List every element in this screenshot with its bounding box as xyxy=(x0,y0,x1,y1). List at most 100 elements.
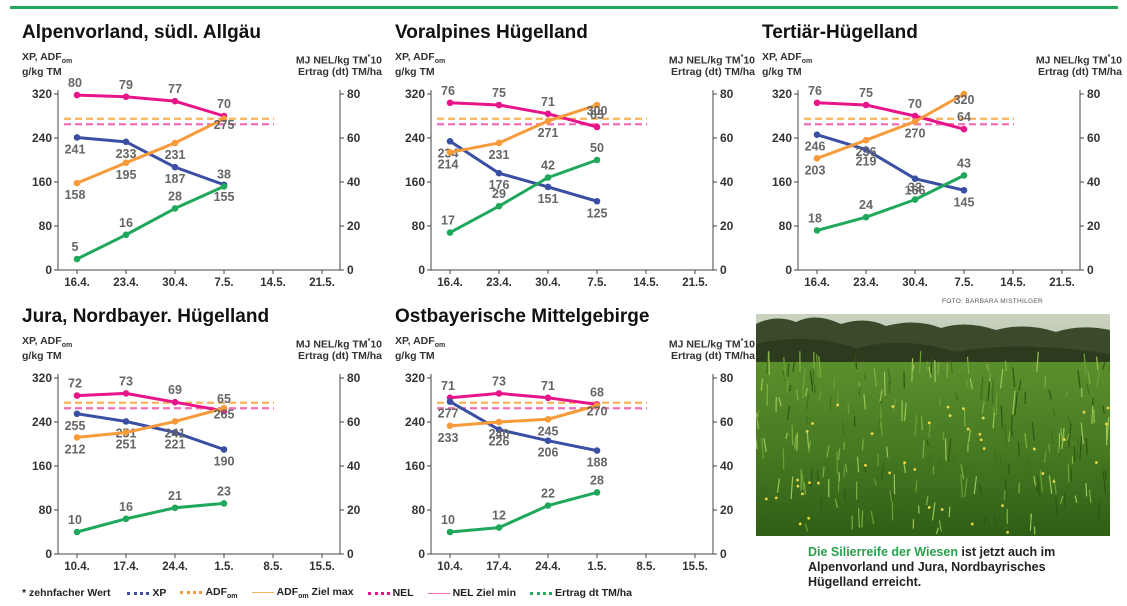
data-label-nel: 77 xyxy=(168,82,182,96)
right-tick-label: 0 xyxy=(720,547,727,561)
legend-label-sub: om xyxy=(298,593,309,601)
data-label-adf: 231 xyxy=(489,148,510,162)
data-point-adf xyxy=(446,149,454,156)
data-point-adf xyxy=(960,90,968,98)
photo-caption: Die Silierreife der Wiesen ist jetzt auc… xyxy=(808,545,1108,590)
data-label-adf: 158 xyxy=(65,188,86,202)
data-point-adf xyxy=(495,139,503,147)
left-tick-label: 240 xyxy=(32,415,52,429)
left-tick-label: 80 xyxy=(412,219,426,233)
data-label-adf: 214 xyxy=(438,157,459,171)
data-point-nel xyxy=(960,125,968,133)
left-tick-label: 80 xyxy=(39,219,53,233)
left-tick-label: 80 xyxy=(39,503,53,517)
data-label-ertrag: 10 xyxy=(441,513,455,527)
x-tick-label: 21.5. xyxy=(1049,277,1075,289)
data-label-adf: 233 xyxy=(438,431,459,445)
data-label-xp: 176 xyxy=(489,178,510,192)
legend-label-suffix: Ziel max xyxy=(308,586,354,598)
x-tick-label: 17.4. xyxy=(113,561,139,573)
legend-label: ADF xyxy=(276,586,299,598)
data-label-adf: 245 xyxy=(538,424,559,438)
data-point-adf xyxy=(171,139,179,147)
data-point-adf xyxy=(73,434,81,441)
chart-title: Jura, Nordbayer. Hügelland xyxy=(22,306,270,327)
data-label-nel: 73 xyxy=(492,374,506,388)
data-point-xp xyxy=(220,446,228,453)
legend-item-nel: NEL xyxy=(367,587,414,599)
data-point-xp xyxy=(171,163,179,171)
data-label-xp: 151 xyxy=(538,192,559,206)
legend-item-adf-ziel: ADFom Ziel max xyxy=(251,586,354,601)
data-label-adf: 203 xyxy=(805,163,826,177)
data-label-adf: 195 xyxy=(116,168,137,182)
data-point-xp xyxy=(911,175,919,182)
chart-title: Tertiär-Hügelland xyxy=(762,22,918,43)
data-label-adf: 271 xyxy=(538,126,559,140)
data-label-nel: 68 xyxy=(590,385,604,399)
right-tick-label: 40 xyxy=(720,175,734,189)
left-tick-label: 160 xyxy=(405,459,425,473)
left-axis-label: XP, ADFom g/kg TM xyxy=(395,51,446,79)
left-tick-label: 320 xyxy=(32,371,52,385)
x-tick-label: 16.4. xyxy=(437,277,463,289)
data-point-xp xyxy=(544,437,552,444)
series-line-adf xyxy=(449,404,598,428)
data-point-ertrag xyxy=(813,227,821,234)
data-point-adf xyxy=(122,159,130,167)
data-point-nel xyxy=(122,93,130,101)
data-point-ertrag xyxy=(862,213,870,221)
x-tick-label: 24.4. xyxy=(535,561,561,573)
left-tick-label: 0 xyxy=(45,547,52,561)
series-line-adf xyxy=(76,406,225,439)
data-label-nel: 69 xyxy=(168,383,182,397)
data-point-xp xyxy=(544,183,552,191)
data-label-adf: 240 xyxy=(489,427,510,441)
data-point-xp xyxy=(495,169,503,177)
data-point-xp xyxy=(446,138,454,145)
right-axis-label: MJ NEL/kg TM*10 Ertrag (dt) TM/ha xyxy=(1035,54,1122,78)
right-tick-label: 0 xyxy=(1087,263,1094,277)
chart-panel: Ostbayerische Mittelgebirge XP, ADFom g/kg… xyxy=(395,306,755,574)
data-point-nel xyxy=(73,392,81,399)
legend-swatch xyxy=(251,591,274,593)
legend: * zehnfacher Wert XP ADFom ADFom Ziel max N… xyxy=(22,586,646,600)
x-tick-label: 14.5. xyxy=(260,277,286,289)
right-tick-label: 0 xyxy=(347,263,354,277)
right-tick-label: 80 xyxy=(347,87,361,101)
x-tick-label: 23.4. xyxy=(486,277,512,289)
data-point-xp xyxy=(813,131,821,138)
data-point-adf xyxy=(171,418,179,425)
right-tick-label: 80 xyxy=(347,371,361,385)
x-tick-label: 7.5. xyxy=(214,277,233,289)
data-label-adf: 212 xyxy=(65,442,86,456)
series-line-xp xyxy=(449,400,598,453)
right-tick-label: 60 xyxy=(347,415,361,429)
right-tick-label: 0 xyxy=(347,547,354,561)
photo-credit: FOTO: BARBARA MISTHILGER xyxy=(942,298,1043,305)
data-label-nel: 75 xyxy=(492,86,506,100)
x-tick-label: 7.5. xyxy=(954,277,973,289)
data-point-xp xyxy=(73,410,81,418)
x-tick-label: 10.4. xyxy=(437,561,463,573)
data-label-nel: 65 xyxy=(590,108,604,122)
left-tick-label: 320 xyxy=(772,87,792,101)
data-label-adf: 270 xyxy=(587,405,608,419)
data-label-xp: 188 xyxy=(587,456,608,470)
chart-svg: 0 80 160 240 320 0 20 40 60 80 16.4. 23.4. 30.4. 7.5.… xyxy=(32,76,361,289)
data-point-nel xyxy=(911,112,919,120)
data-point-ertrag xyxy=(446,229,454,236)
left-tick-label: 160 xyxy=(32,459,52,473)
data-point-nel xyxy=(495,101,503,109)
legend-item-nel-ziel: NEL Ziel min xyxy=(427,587,516,599)
left-tick-label: 320 xyxy=(405,371,425,385)
data-label-ertrag: 18 xyxy=(808,211,822,225)
data-label-adf: 236 xyxy=(856,145,877,159)
data-point-adf xyxy=(862,136,870,144)
legend-label: Ertrag dt TM/ha xyxy=(554,587,632,600)
x-tick-label: 23.4. xyxy=(113,277,139,289)
x-tick-label: 16.4. xyxy=(64,277,90,289)
data-label-ertrag: 38 xyxy=(217,167,231,181)
data-label-xp: 219 xyxy=(856,155,877,169)
